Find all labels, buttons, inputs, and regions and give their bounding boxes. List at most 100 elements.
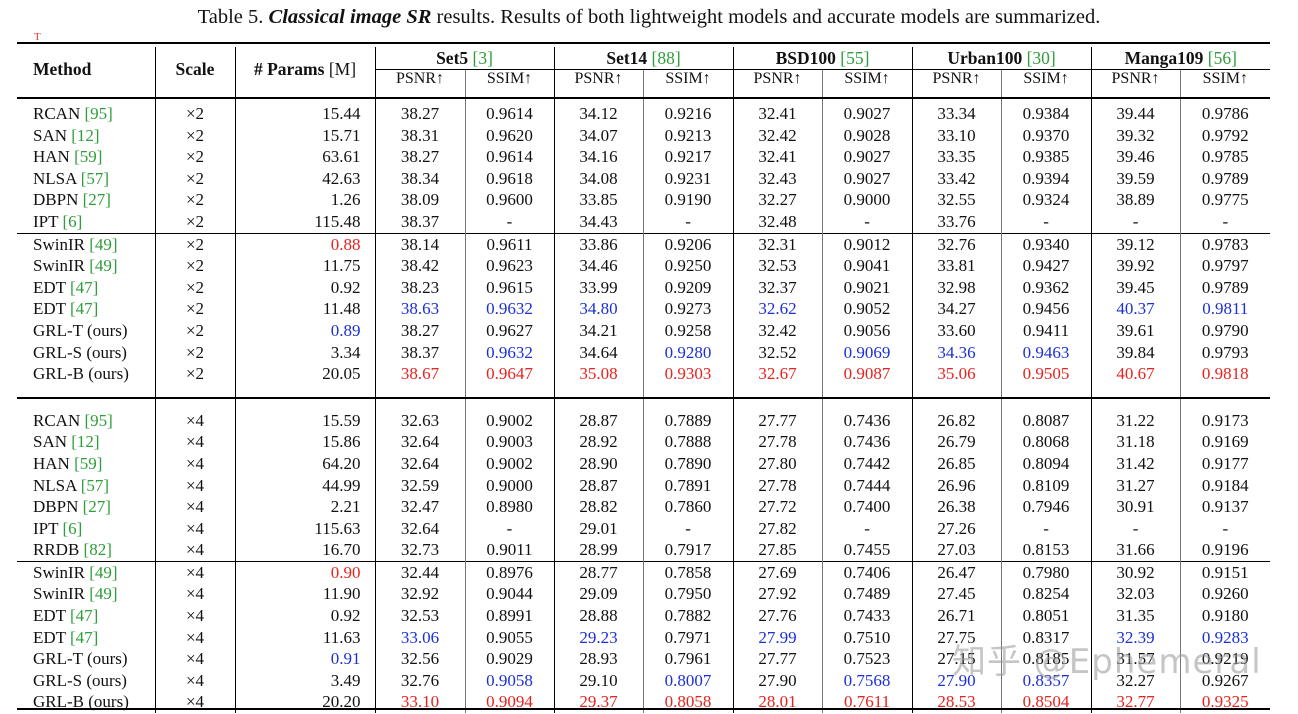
psnr-cell: 27.75 xyxy=(911,626,1002,649)
psnr-cell: 30.92 xyxy=(1090,560,1181,584)
scale-cell: ×2 xyxy=(154,319,235,342)
psnr-cell: 27.90 xyxy=(911,669,1002,692)
header-ssim: SSIM↑ xyxy=(821,69,913,92)
ssim-cell: 0.9184 xyxy=(1179,474,1271,497)
ssim-cell: - xyxy=(642,517,734,540)
method-name: RCAN xyxy=(33,410,81,430)
citation-link[interactable]: [95] xyxy=(84,104,113,123)
table-row: RCAN [95] ×2 15.44 38.27 0.9614 34.12 0.9216 32… xyxy=(17,103,1271,125)
table-row: GRL-B (ours) ×2 20.05 38.67 0.9647 35.08 0.930… xyxy=(17,363,1271,385)
ssim-cell: 0.9775 xyxy=(1179,189,1271,211)
citation-link[interactable]: [95] xyxy=(84,410,113,430)
psnr-cell: 27.92 xyxy=(732,583,823,606)
method-cell: DBPN [27] xyxy=(17,189,155,211)
citation-link[interactable]: [12] xyxy=(71,125,100,145)
ssim-cell: 0.7406 xyxy=(821,560,913,584)
method-name: EDT xyxy=(33,299,66,319)
psnr-cell: 32.73 xyxy=(374,539,465,562)
citation-link[interactable]: [47] xyxy=(70,277,99,297)
psnr-cell: 33.34 xyxy=(911,103,1002,125)
citation-link[interactable]: [6] xyxy=(62,211,83,231)
citation-link[interactable]: [56] xyxy=(1207,48,1237,68)
citation-link[interactable]: [49] xyxy=(89,562,118,582)
method-name: SwinIR xyxy=(33,584,85,604)
header-dataset-urban100: Urban100 [30] xyxy=(911,47,1092,70)
citation-link[interactable]: [3] xyxy=(472,48,493,68)
method-cell: SAN [12] xyxy=(17,125,155,147)
psnr-cell: 32.03 xyxy=(1090,583,1181,606)
psnr-cell: 32.27 xyxy=(1090,669,1181,692)
citation-link[interactable]: [49] xyxy=(89,256,118,276)
ssim-cell: 0.9786 xyxy=(1179,103,1271,125)
ssim-cell: 0.7444 xyxy=(821,474,913,497)
ssim-cell: 0.9324 xyxy=(1000,189,1092,211)
ssim-cell: 0.9058 xyxy=(464,669,555,692)
table-row: GRL-T (ours) ×4 0.91 32.56 0.9029 28.93 0.7961… xyxy=(17,648,1271,670)
citation-link[interactable]: [49] xyxy=(89,234,118,254)
ssim-cell: 0.9069 xyxy=(821,341,913,364)
scale-cell: ×4 xyxy=(154,605,235,627)
citation-link[interactable]: [12] xyxy=(71,432,100,452)
psnr-cell: - xyxy=(1090,517,1181,540)
method-name: SwinIR xyxy=(33,256,85,276)
psnr-cell: 31.18 xyxy=(1090,431,1181,453)
citation-link[interactable]: [27] xyxy=(82,497,111,517)
citation-link[interactable]: [59] xyxy=(74,147,103,167)
ssim-cell: 0.7611 xyxy=(821,691,913,714)
citation-link[interactable]: [82] xyxy=(83,540,112,560)
psnr-cell: 32.52 xyxy=(732,341,823,364)
citation-link[interactable]: [47] xyxy=(70,627,99,647)
ssim-cell: 0.9623 xyxy=(464,255,555,277)
psnr-cell: 32.59 xyxy=(374,474,465,497)
ssim-cell: 0.9505 xyxy=(1000,363,1092,385)
table-row: EDT [47] ×2 11.48 38.63 0.9632 34.80 0.9273 32.… xyxy=(17,298,1271,320)
psnr-cell: 32.43 xyxy=(732,167,823,190)
psnr-cell: 33.06 xyxy=(374,626,465,649)
method-cell: GRL-T (ours) xyxy=(17,648,155,670)
ssim-cell: 0.9280 xyxy=(642,341,734,364)
ssim-cell: 0.9385 xyxy=(1000,146,1092,168)
psnr-cell: 32.63 xyxy=(374,409,465,432)
psnr-cell: 33.81 xyxy=(911,255,1002,277)
citation-link[interactable]: [47] xyxy=(70,606,99,626)
ssim-cell: 0.7489 xyxy=(821,583,913,606)
dataset-name: Set5 xyxy=(436,48,469,68)
scale-cell: ×4 xyxy=(154,560,235,584)
method-cell: NLSA [57] xyxy=(17,475,155,497)
method-name: IPT xyxy=(33,211,59,231)
spacer-cell xyxy=(17,384,155,399)
psnr-cell: 32.64 xyxy=(374,452,465,475)
psnr-cell: 35.08 xyxy=(553,363,644,385)
params-cell: 3.49 xyxy=(234,669,375,692)
ssim-cell: 0.7523 xyxy=(821,648,913,670)
caption-emphasis: Classical image SR xyxy=(268,6,432,28)
scale-cell: ×4 xyxy=(154,583,235,606)
psnr-cell: 28.87 xyxy=(553,409,644,432)
citation-link[interactable]: [27] xyxy=(82,190,111,210)
citation-link[interactable]: [55] xyxy=(840,48,870,68)
citation-link[interactable]: [30] xyxy=(1026,48,1056,68)
ssim-cell: 0.9614 xyxy=(464,146,555,168)
citation-link[interactable]: [47] xyxy=(70,299,99,319)
method-cell: IPT [6] xyxy=(17,518,155,540)
citation-link[interactable]: [57] xyxy=(80,168,110,188)
method-name: HAN xyxy=(33,147,70,167)
scale-cell: ×2 xyxy=(154,124,235,147)
method-name: SwinIR xyxy=(33,234,85,254)
ssim-cell: 0.7950 xyxy=(642,583,734,606)
params-cell: 15.59 xyxy=(234,409,375,432)
params-cell: 20.05 xyxy=(234,363,375,385)
citation-link[interactable]: [57] xyxy=(80,475,110,495)
method-cell: GRL-S (ours) xyxy=(17,342,155,364)
psnr-cell: 38.23 xyxy=(374,276,465,299)
citation-link[interactable]: [88] xyxy=(651,48,681,68)
params-cell: 42.63 xyxy=(234,167,375,190)
scale-cell: ×4 xyxy=(154,452,235,475)
ssim-cell: 0.8504 xyxy=(1000,691,1092,714)
citation-link[interactable]: [49] xyxy=(89,584,118,604)
ssim-cell: 0.9789 xyxy=(1179,167,1271,190)
citation-link[interactable]: [59] xyxy=(74,453,103,473)
ssim-cell: 0.9169 xyxy=(1179,431,1271,453)
ssim-cell: 0.9362 xyxy=(1000,276,1092,299)
citation-link[interactable]: [6] xyxy=(62,518,83,538)
